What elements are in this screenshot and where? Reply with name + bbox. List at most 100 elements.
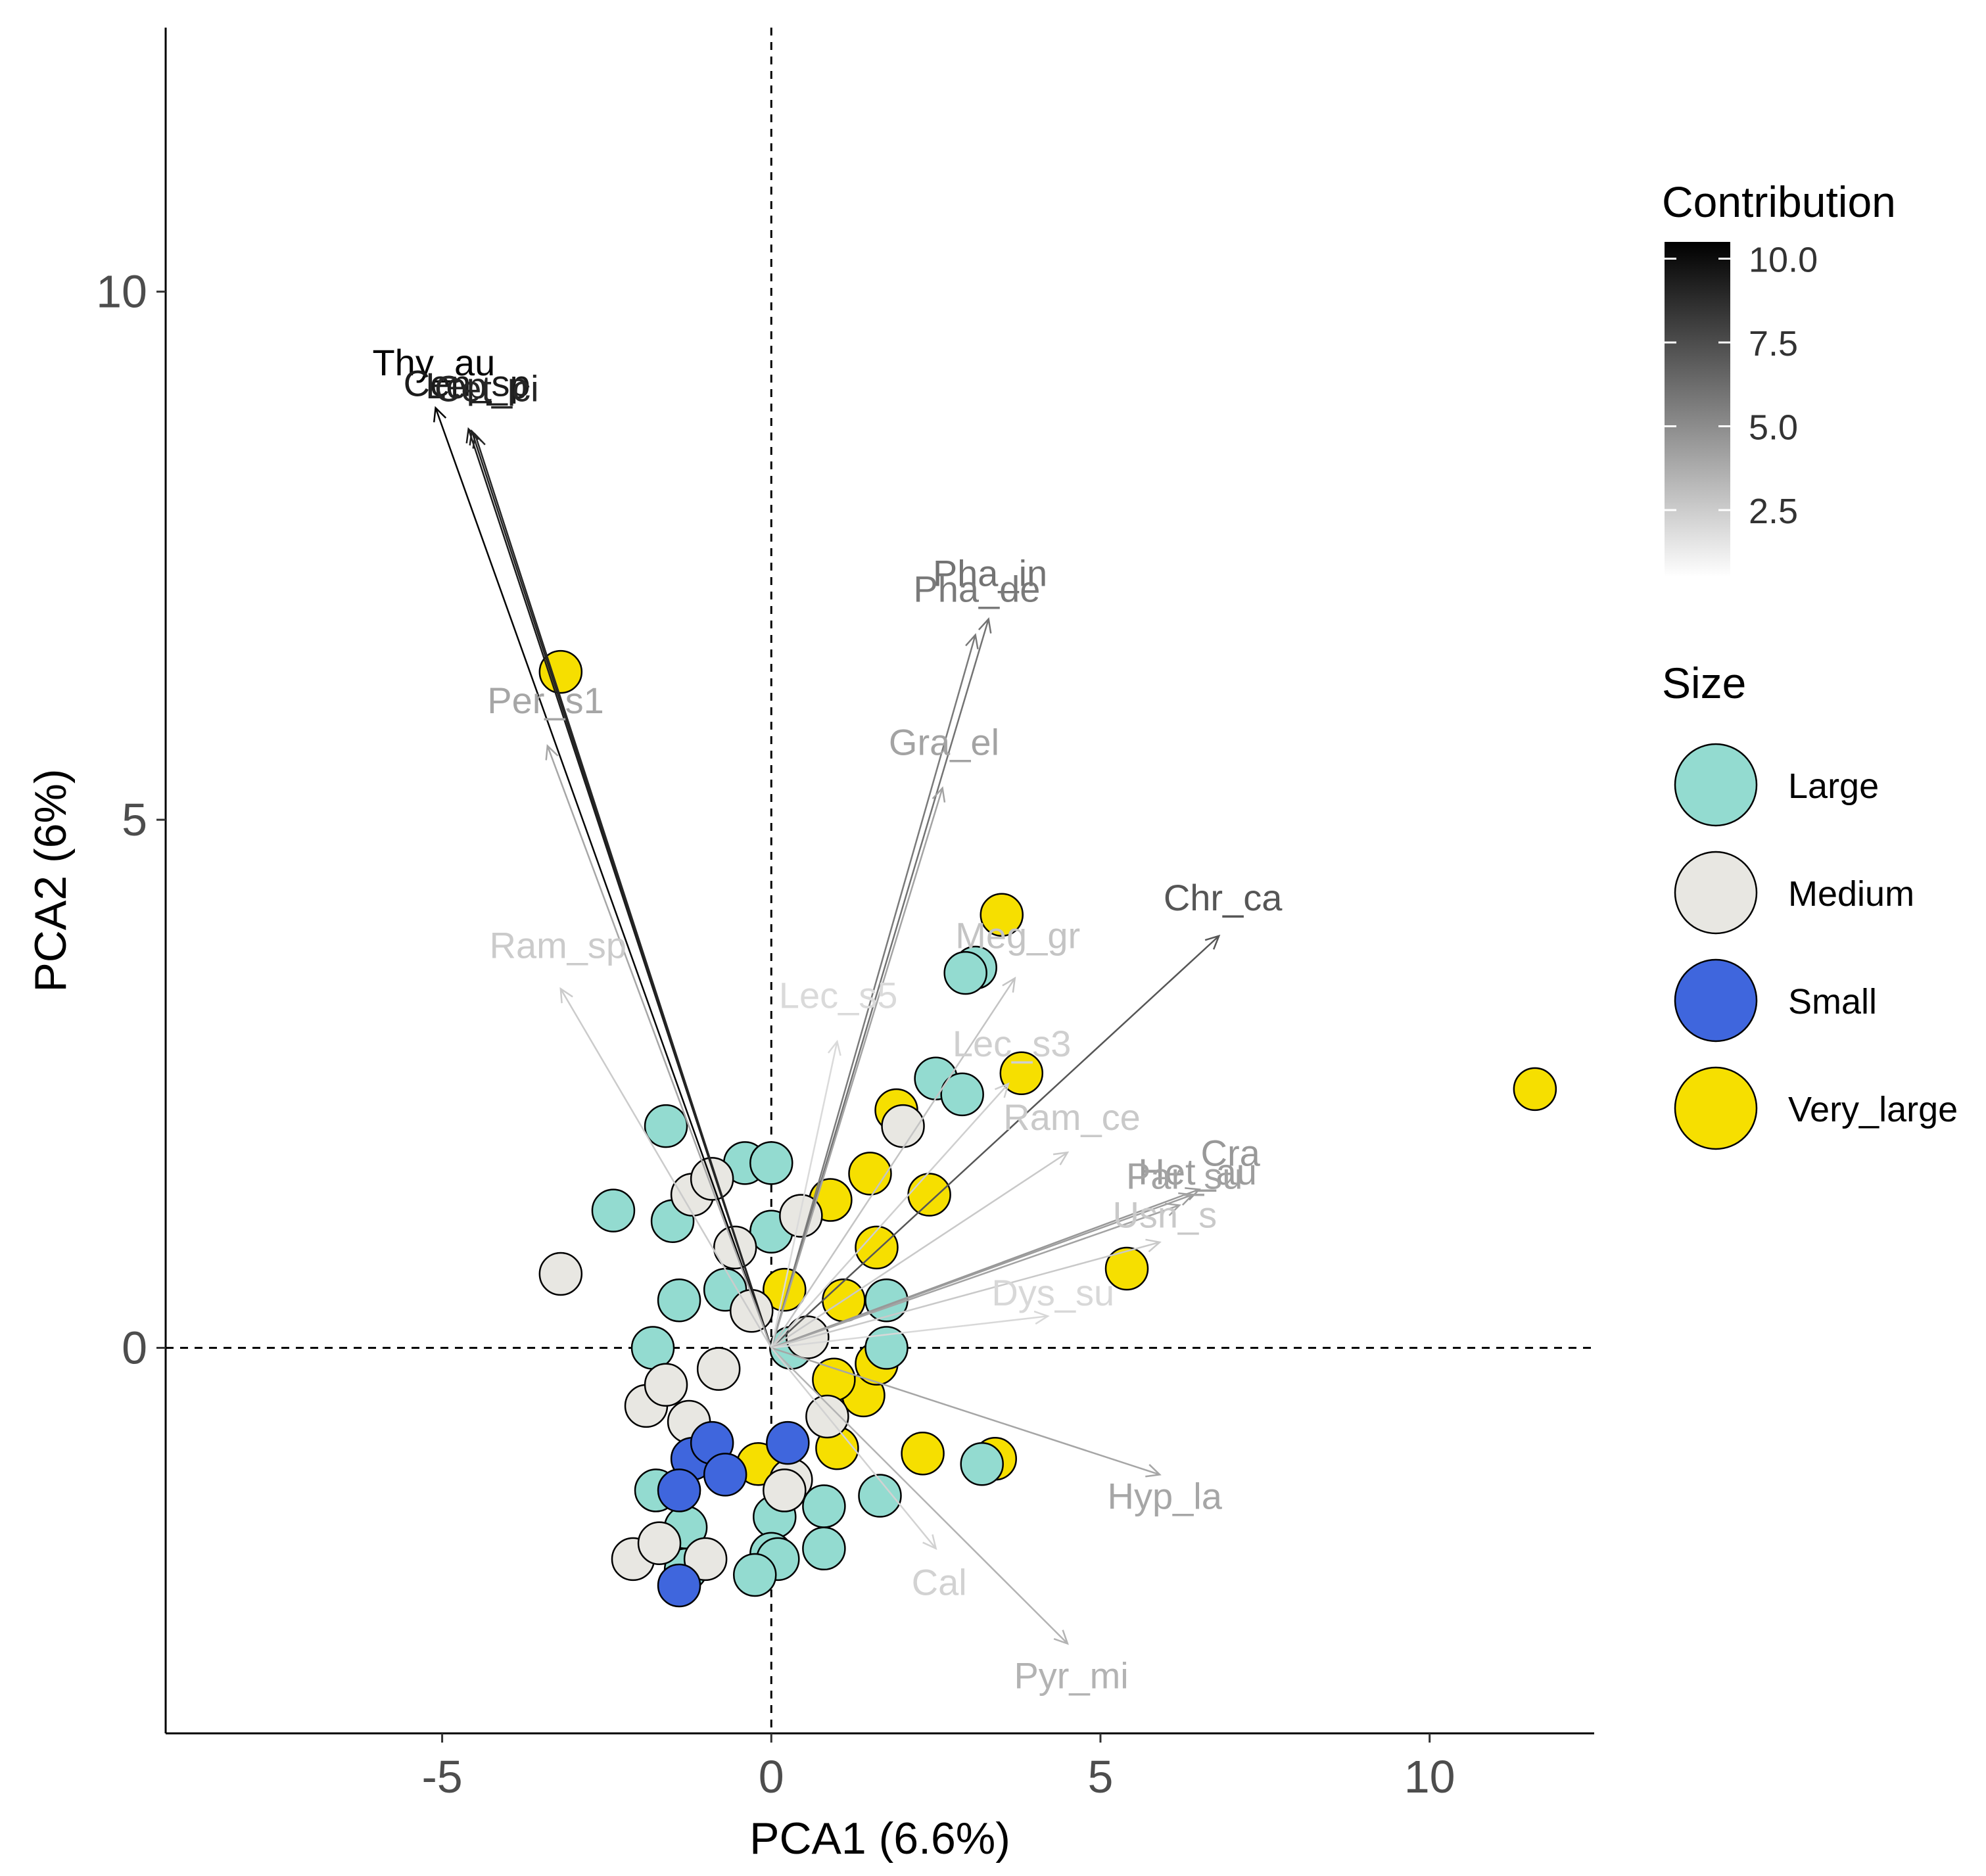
loading-arrow xyxy=(435,408,772,1348)
legend-size-label: Very_large xyxy=(1788,1090,1958,1129)
loading-arrowhead xyxy=(827,1039,841,1056)
loading-arrowhead xyxy=(1145,1464,1162,1478)
loading-label: Ram_ce xyxy=(1003,1096,1141,1138)
y-tick-label: 5 xyxy=(122,794,147,845)
observation-point xyxy=(960,1442,1004,1486)
observation-point xyxy=(657,1278,701,1323)
observation-point xyxy=(690,1157,734,1201)
loading-arrowhead xyxy=(1002,976,1016,993)
observations-group xyxy=(538,649,1557,1608)
x-tick-label: 0 xyxy=(759,1751,784,1802)
observation-point xyxy=(858,1474,902,1518)
loadings-group xyxy=(433,406,1221,1645)
loading-label: Cet_ci xyxy=(435,368,539,410)
legend-size-swatch xyxy=(1674,1066,1758,1150)
observation-point xyxy=(980,893,1024,937)
loading-label: Pha_in xyxy=(933,552,1047,594)
observation-point xyxy=(848,1152,892,1196)
observation-point xyxy=(749,1141,793,1185)
loading-label: Par_su xyxy=(1126,1155,1242,1196)
loading-arrowhead xyxy=(1204,934,1221,950)
observation-point xyxy=(864,1326,909,1370)
observation-point xyxy=(999,1051,1044,1095)
legend-contribution-tick-label: 7.5 xyxy=(1749,324,1798,363)
loading-label: Gra_el xyxy=(889,722,999,763)
legend-size-swatch xyxy=(1674,851,1758,935)
loading-arrow xyxy=(770,787,943,1348)
loading-label: Lec_s3 xyxy=(953,1023,1072,1064)
loading-label: Lec_s5 xyxy=(779,974,898,1016)
loading-arrow xyxy=(546,745,772,1348)
loading-arrowhead xyxy=(965,633,979,649)
observation-point xyxy=(855,1225,899,1270)
observation-point xyxy=(940,1072,984,1117)
x-tick-label: 10 xyxy=(1404,1751,1455,1802)
loading-label: Pyr_mi xyxy=(1014,1655,1128,1697)
observation-point xyxy=(901,1431,945,1476)
loading-arrow xyxy=(559,988,772,1349)
loading-arrowhead xyxy=(545,743,559,761)
loading-label: Cal xyxy=(912,1562,967,1603)
observation-point xyxy=(591,1188,636,1232)
legend-contribution-title: Contribution xyxy=(1662,177,1896,226)
loading-arrowhead xyxy=(472,432,486,449)
loading-label: Dys_su xyxy=(991,1272,1114,1313)
loading-arrowhead xyxy=(1145,1238,1162,1253)
loading-arrow xyxy=(770,1188,1200,1349)
loading-arrowhead xyxy=(922,1534,937,1551)
observation-point xyxy=(637,1521,682,1566)
loading-arrow xyxy=(770,1204,1180,1349)
loading-arrow xyxy=(770,1041,838,1348)
loading-label: Lep_p xyxy=(425,365,528,406)
loading-arrow xyxy=(474,434,772,1348)
observation-point xyxy=(683,1537,728,1582)
observation-point xyxy=(696,1347,741,1391)
legend-size-label: Large xyxy=(1788,766,1879,806)
loading-label: Per_s1 xyxy=(487,680,603,721)
loading-arrow xyxy=(770,1241,1160,1349)
observation-point xyxy=(657,1468,701,1513)
legend-contribution-tick-label: 5.0 xyxy=(1749,408,1798,448)
legend-size-swatch xyxy=(1674,743,1758,827)
loading-arrowhead xyxy=(433,406,447,423)
observation-point xyxy=(943,950,987,995)
x-tick-label: 5 xyxy=(1087,1751,1113,1802)
loading-arrowhead xyxy=(1052,1151,1070,1165)
observation-point xyxy=(802,1526,846,1571)
loading-label: Ram_sp xyxy=(490,925,627,966)
loading-label: Usn_s xyxy=(1112,1194,1217,1235)
legend-size-title: Size xyxy=(1662,659,1746,707)
observation-point xyxy=(766,1420,810,1465)
legend-size-swatch xyxy=(1674,958,1758,1043)
loading-arrow xyxy=(770,977,1016,1349)
loading-arrowhead xyxy=(1165,1202,1181,1217)
loading-arrow xyxy=(770,634,976,1348)
loading-arrowhead xyxy=(559,987,573,1004)
x-tick-label: -5 xyxy=(421,1751,462,1802)
legend-contribution-tick-label: 2.5 xyxy=(1749,492,1798,531)
loading-arrow xyxy=(770,1347,1160,1476)
x-axis-title: PCA1 (6.6%) xyxy=(749,1814,1010,1864)
loading-arrow xyxy=(770,619,989,1348)
loading-label: Chr_ca xyxy=(1164,877,1283,918)
y-tick-label: 0 xyxy=(122,1323,147,1374)
observation-point xyxy=(763,1468,807,1513)
observation-point xyxy=(732,1553,777,1597)
loading-label: Cen_sp xyxy=(404,363,531,404)
loading-label: Hyp_la xyxy=(1108,1476,1223,1517)
loading-arrowhead xyxy=(1178,1192,1194,1206)
loading-arrowhead xyxy=(1185,1187,1201,1201)
loading-label: Pha_de xyxy=(913,568,1040,609)
loading-arrowhead xyxy=(1053,1630,1069,1645)
observation-point xyxy=(644,1363,688,1407)
loading-arrow xyxy=(770,1152,1068,1349)
loading-label: Thy_au xyxy=(372,342,495,383)
loading-arrow xyxy=(770,1083,1009,1349)
loading-label: Meg_gr xyxy=(955,915,1080,956)
legend-size-label: Medium xyxy=(1788,874,1914,914)
observation-point xyxy=(538,649,583,694)
observation-point xyxy=(812,1357,856,1401)
